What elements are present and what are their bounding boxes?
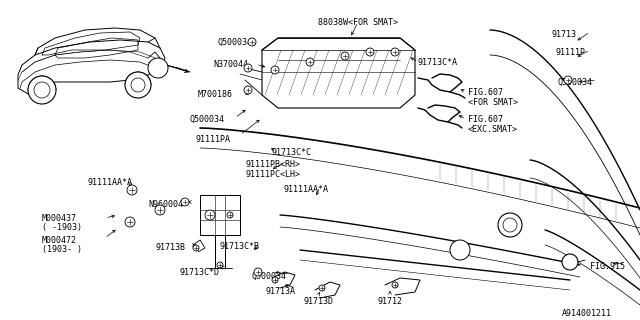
Circle shape	[28, 76, 56, 104]
Circle shape	[271, 66, 279, 74]
Text: 91713D: 91713D	[303, 297, 333, 306]
Text: Q500034: Q500034	[190, 115, 225, 124]
Text: FIG.607: FIG.607	[468, 115, 503, 124]
Text: 91713: 91713	[552, 30, 577, 39]
Circle shape	[125, 217, 135, 227]
Text: 91712: 91712	[378, 297, 403, 306]
Text: 88038W<FOR SMAT>: 88038W<FOR SMAT>	[318, 18, 398, 27]
Text: FIG.915: FIG.915	[590, 262, 625, 271]
Text: FIG.607: FIG.607	[468, 88, 503, 97]
Circle shape	[244, 86, 252, 94]
Text: <EXC.SMAT>: <EXC.SMAT>	[468, 125, 518, 134]
Circle shape	[248, 38, 256, 46]
Circle shape	[227, 212, 233, 218]
Circle shape	[131, 78, 145, 92]
Text: N960004: N960004	[148, 200, 183, 209]
Text: 91713C*B: 91713C*B	[220, 242, 260, 251]
Circle shape	[391, 48, 399, 56]
Circle shape	[193, 245, 199, 251]
Text: Q500034: Q500034	[558, 78, 593, 87]
Text: 91713C*D: 91713C*D	[180, 268, 220, 277]
Text: Q500034: Q500034	[218, 38, 253, 47]
Circle shape	[244, 64, 252, 72]
Circle shape	[155, 205, 165, 215]
Circle shape	[125, 72, 151, 98]
Text: A914001211: A914001211	[562, 309, 612, 318]
Text: (1903- ): (1903- )	[42, 245, 82, 254]
Text: M700186: M700186	[198, 90, 233, 99]
Circle shape	[148, 58, 168, 78]
Circle shape	[564, 76, 572, 84]
Circle shape	[181, 198, 189, 206]
Text: 91713C*C: 91713C*C	[272, 148, 312, 157]
Circle shape	[562, 254, 578, 270]
Text: M000472: M000472	[42, 236, 77, 245]
Circle shape	[392, 282, 398, 288]
Text: N370044: N370044	[213, 60, 248, 69]
Text: 91111AA*A: 91111AA*A	[284, 185, 329, 194]
Circle shape	[127, 185, 137, 195]
Text: 91111PC<LH>: 91111PC<LH>	[246, 170, 301, 179]
Text: <FOR SMAT>: <FOR SMAT>	[468, 98, 518, 107]
Circle shape	[272, 277, 278, 283]
Circle shape	[34, 82, 50, 98]
Circle shape	[205, 210, 215, 220]
Text: 91111P: 91111P	[555, 48, 585, 57]
Text: 91111PB<RH>: 91111PB<RH>	[246, 160, 301, 169]
Text: 91111AA*A: 91111AA*A	[88, 178, 133, 187]
Circle shape	[498, 213, 522, 237]
Text: M000437: M000437	[42, 214, 77, 223]
Text: 91111PA: 91111PA	[196, 135, 231, 144]
Text: Q500034: Q500034	[252, 272, 287, 281]
Text: 91713C*A: 91713C*A	[418, 58, 458, 67]
Circle shape	[306, 58, 314, 66]
Text: 91713B: 91713B	[155, 243, 185, 252]
Circle shape	[217, 262, 223, 268]
Circle shape	[341, 52, 349, 60]
Circle shape	[450, 240, 470, 260]
Circle shape	[254, 268, 262, 276]
Circle shape	[319, 285, 325, 291]
Circle shape	[366, 48, 374, 56]
Text: ( -1903): ( -1903)	[42, 223, 82, 232]
Text: 91713A: 91713A	[265, 287, 295, 296]
